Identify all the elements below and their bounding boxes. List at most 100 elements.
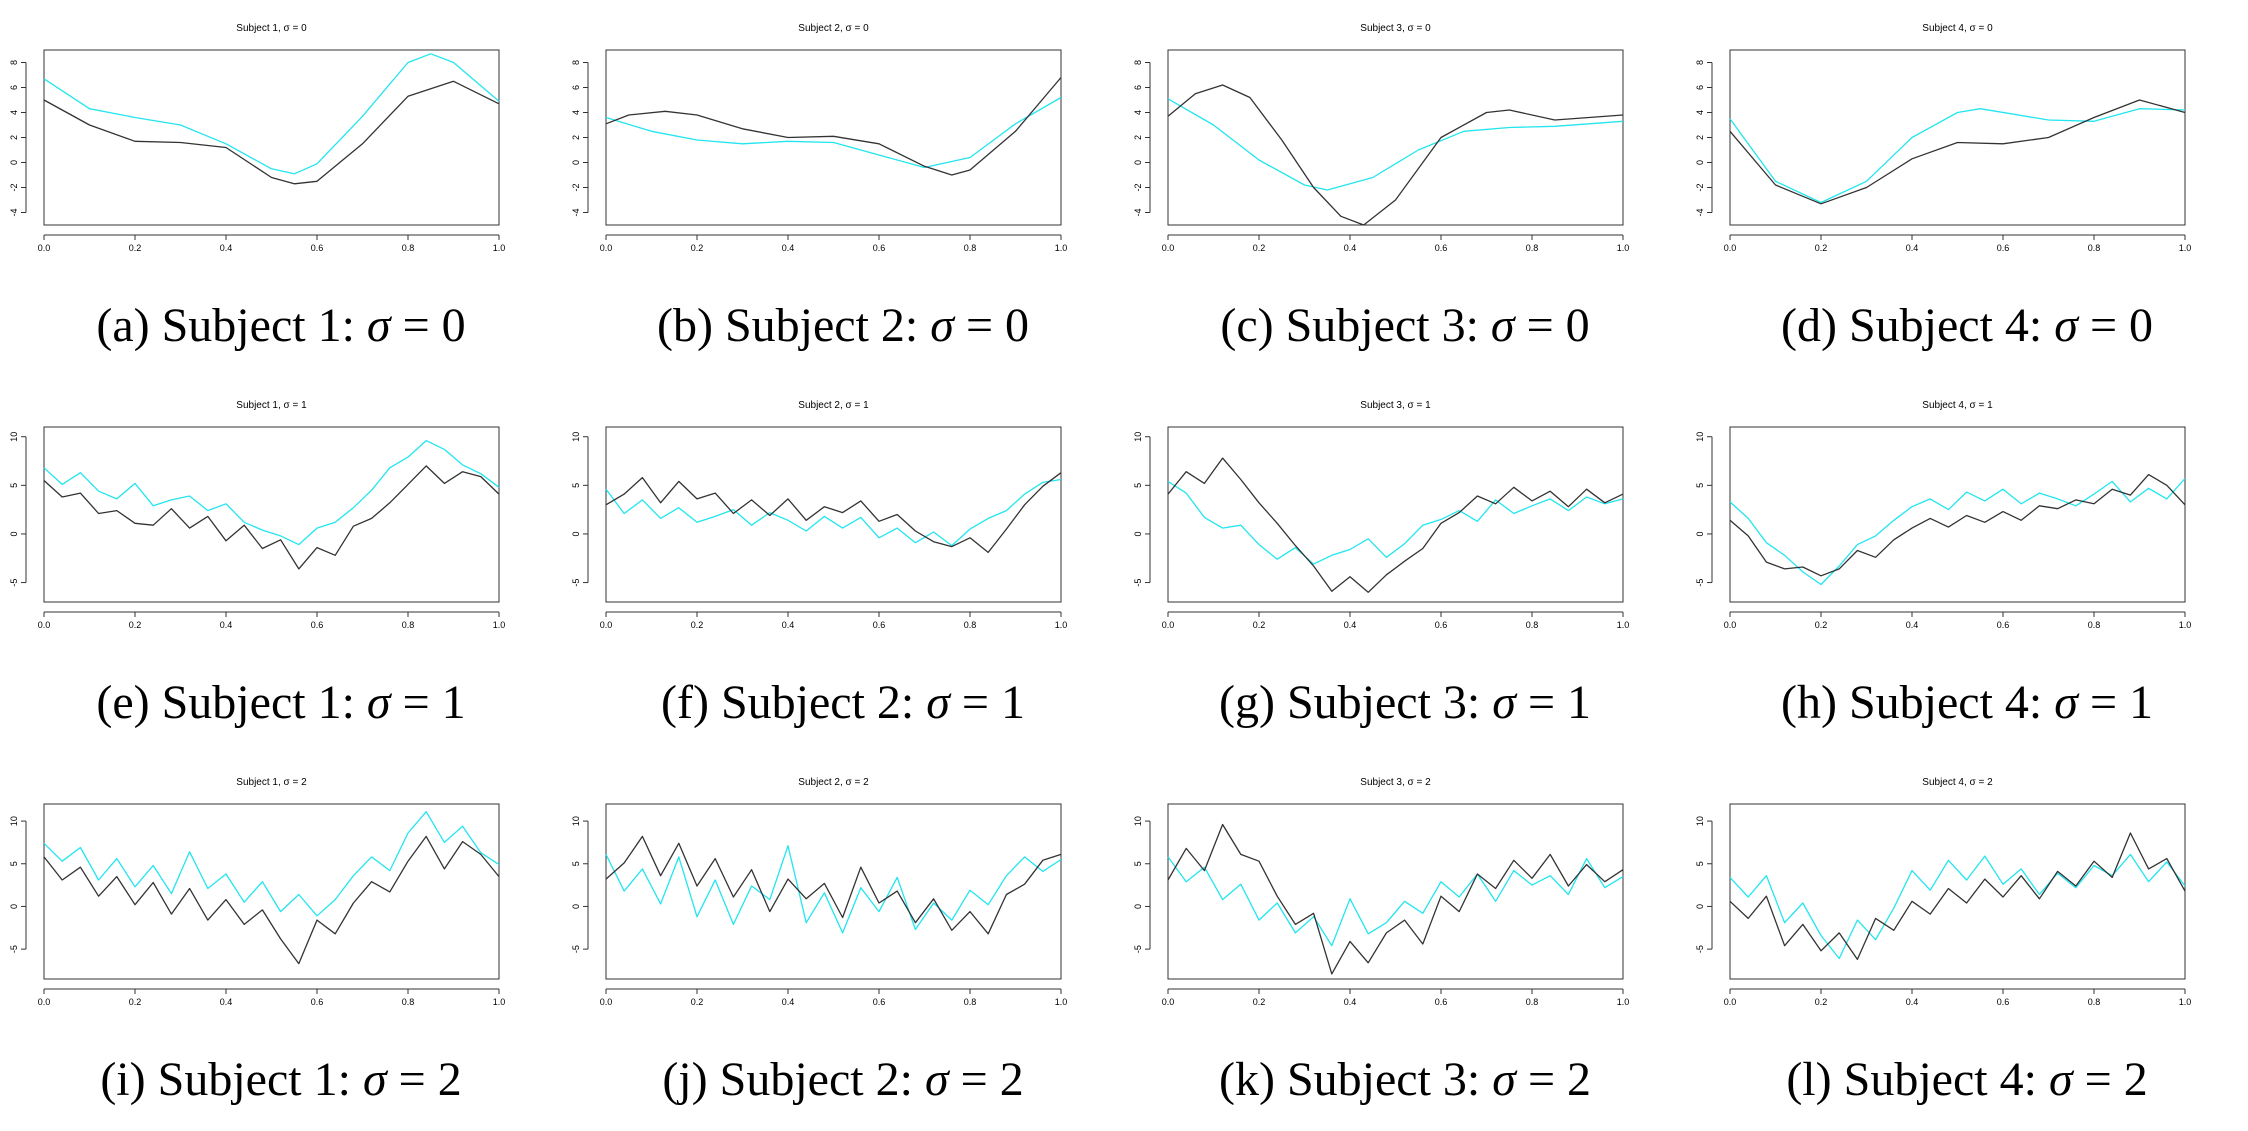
y-tick-label: 10: [9, 816, 19, 826]
sigma-value: 2: [999, 1053, 1024, 1106]
x-tick-label: 0.6: [1997, 243, 2010, 253]
y-tick-label: 2: [571, 135, 581, 140]
chart-panel: Subject 1, σ = 1 0.0 0.2 0.4 0.6 0.8 1.0 -5 0 5 10…: [0, 377, 562, 754]
line-chart: Subject 3, σ = 2 0.0 0.2 0.4 0.6 0.8 1.0 -5 0 5 10: [1133, 777, 1629, 1007]
x-tick-label: 0.4: [220, 997, 233, 1007]
y-tick-label: 5: [571, 483, 581, 488]
y-tick-label: 10: [1133, 816, 1143, 826]
plot-frame: [605, 426, 1062, 603]
x-tick-label: 0.0: [38, 620, 51, 630]
x-tick-label: 0.8: [2088, 243, 2101, 253]
y-tick-label: -5: [1695, 579, 1705, 587]
panel-caption: (g) Subject 3: σ = 1: [1124, 675, 1686, 730]
sigma-symbol: σ: [354, 676, 403, 729]
y-tick-label: -4: [1133, 208, 1143, 216]
chart-panel: Subject 1, σ = 0 0.0 0.2 0.4 0.6 0.8 1.0 -4 -2 0 2…: [0, 0, 562, 377]
caption-prefix: (d) Subject 4:: [1780, 299, 2043, 352]
x-tick-label: 0.6: [1435, 243, 1448, 253]
equals-sign: =: [402, 676, 442, 729]
x-tick-label: 0.6: [1435, 620, 1448, 630]
caption-prefix: (g) Subject 3:: [1218, 676, 1481, 729]
panel-caption: (h) Subject 4: σ = 1: [1686, 675, 2248, 730]
y-tick-label: 10: [1695, 432, 1705, 442]
plot-frame: [1167, 426, 1624, 603]
series-line-black: [1167, 84, 1624, 226]
x-tick-label: 0.2: [129, 243, 142, 253]
y-tick-label: 5: [9, 861, 19, 866]
series-line-black: [43, 465, 500, 570]
series-line-black: [43, 835, 500, 965]
series-line-cyan: [1167, 856, 1624, 947]
x-tick-label: 0.8: [1526, 243, 1539, 253]
y-tick-label: 8: [571, 60, 581, 65]
x-tick-label: 0.2: [1253, 997, 1266, 1007]
x-tick-label: 0.2: [129, 997, 142, 1007]
y-tick-label: -2: [9, 183, 19, 191]
x-tick-label: 0.6: [311, 243, 324, 253]
panel-caption: (e) Subject 1: σ = 1: [0, 675, 562, 730]
x-tick-label: 0.0: [1162, 997, 1175, 1007]
series-line-cyan: [1167, 480, 1624, 565]
plot-frame: [1729, 426, 2186, 603]
x-tick-label: 0.6: [311, 997, 324, 1007]
line-chart: Subject 3, σ = 0 0.0 0.2 0.4 0.6 0.8 1.0 -4 -2 0 2…: [1133, 23, 1630, 253]
y-tick-label: 0: [9, 904, 19, 909]
y-tick-label: 4: [1133, 110, 1143, 115]
sigma-symbol: σ: [1480, 1053, 1528, 1106]
x-tick-label: 0.8: [1526, 997, 1539, 1007]
sigma-symbol: σ: [350, 1053, 399, 1106]
y-tick-label: 0: [1133, 160, 1143, 165]
x-tick-label: 1.0: [1617, 243, 1630, 253]
equals-sign: =: [960, 1053, 1000, 1106]
x-tick-label: 1.0: [2179, 620, 2192, 630]
chart-panel: Subject 3, σ = 2 0.0 0.2 0.4 0.6 0.8 1.0 -5 0 5 10…: [1124, 754, 1686, 1131]
sigma-value: 1: [1567, 676, 1592, 729]
equals-sign: =: [965, 299, 1006, 352]
x-tick-label: 0.0: [600, 997, 613, 1007]
x-tick-label: 1.0: [1617, 620, 1630, 630]
x-tick-label: 0.0: [1724, 997, 1737, 1007]
x-tick-label: 0.2: [691, 620, 704, 630]
x-tick-label: 0.8: [964, 620, 977, 630]
chart-title: Subject 2, σ = 1: [798, 400, 869, 411]
x-tick-label: 0.4: [1906, 620, 1919, 630]
x-tick-label: 0.2: [1253, 243, 1266, 253]
x-tick-label: 1.0: [1055, 620, 1068, 630]
y-tick-label: 10: [571, 432, 581, 442]
equals-sign: =: [1527, 1053, 1568, 1106]
panel-caption: (b) Subject 2: σ = 0: [562, 298, 1124, 353]
y-tick-label: 0: [571, 531, 581, 536]
plot-frame: [43, 426, 500, 603]
line-chart: Subject 4, σ = 0 0.0 0.2 0.4 0.6 0.8 1.0 -4 -2 0 2…: [1695, 23, 2191, 253]
equals-sign: =: [2089, 299, 2130, 352]
y-tick-label: 4: [571, 110, 581, 115]
sigma-symbol: σ: [2042, 299, 2090, 352]
y-tick-label: 10: [571, 816, 581, 826]
chart-panel: Subject 2, σ = 1 0.0 0.2 0.4 0.6 0.8 1.0 -5 0 5 10…: [562, 377, 1124, 754]
y-tick-label: 0: [1695, 531, 1705, 536]
y-tick-label: -5: [1133, 945, 1143, 953]
plot-frame: [43, 803, 500, 980]
x-tick-label: 0.6: [873, 243, 886, 253]
x-tick-label: 0.2: [1815, 997, 1828, 1007]
series-line-cyan: [1729, 853, 2186, 960]
y-tick-label: -2: [571, 183, 581, 191]
caption-prefix: (h) Subject 4:: [1780, 676, 2043, 729]
sigma-value: 2: [2123, 1053, 2148, 1106]
sigma-symbol: σ: [2042, 676, 2090, 729]
y-tick-label: 10: [1695, 816, 1705, 826]
sigma-value: 1: [1001, 676, 1025, 729]
sigma-value: 1: [441, 676, 466, 729]
plot-frame: [605, 803, 1062, 980]
x-tick-label: 0.4: [782, 620, 795, 630]
y-tick-label: 0: [1695, 904, 1705, 909]
chart-panel: Subject 3, σ = 0 0.0 0.2 0.4 0.6 0.8 1.0 -4 -2 0 2…: [1124, 0, 1686, 377]
x-tick-label: 0.2: [691, 997, 704, 1007]
line-chart: Subject 4, σ = 1 0.0 0.2 0.4 0.6 0.8 1.0 -5 0 5 10: [1695, 400, 2192, 630]
sigma-symbol: σ: [1478, 299, 1527, 352]
series-line-black: [1729, 832, 2186, 961]
x-tick-label: 1.0: [493, 243, 506, 253]
chart-panel: Subject 4, σ = 1 0.0 0.2 0.4 0.6 0.8 1.0 -5 0 5 10…: [1686, 377, 2248, 754]
y-tick-label: -2: [1133, 183, 1143, 191]
caption-prefix: (j) Subject 2:: [662, 1053, 913, 1106]
